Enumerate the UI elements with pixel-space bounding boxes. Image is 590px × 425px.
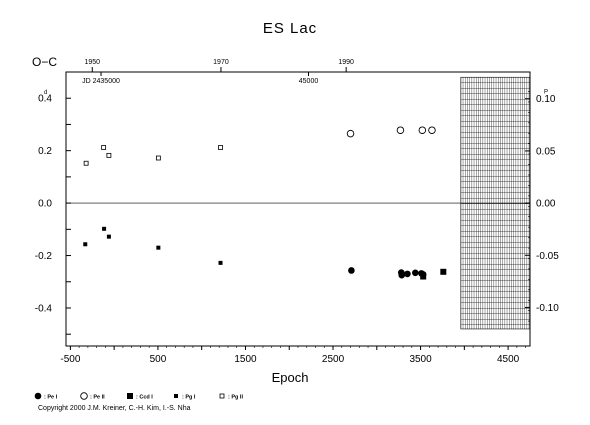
legend-label: : Pg I	[182, 395, 196, 401]
legend-label: : Ccd I	[136, 395, 153, 401]
data-point	[83, 160, 89, 166]
y-right-tick-label: 0.10	[536, 94, 556, 105]
legend-marker	[34, 392, 42, 400]
y-left-tick-label: -0.2	[35, 251, 53, 262]
data-point	[412, 269, 419, 277]
x-tick-label: 3500	[409, 354, 432, 365]
data-point	[101, 145, 107, 150]
data-point	[398, 271, 406, 279]
copyright-text: Copyright 2000 J.M. Kreiner, C.-H. Kim, …	[38, 405, 191, 412]
x-tick-label: 4500	[497, 354, 520, 365]
data-point	[102, 226, 107, 231]
data-point	[106, 152, 112, 158]
data-point	[83, 242, 88, 247]
top-year-label: 1950	[84, 59, 100, 66]
data-point	[218, 145, 223, 150]
data-point	[156, 245, 161, 250]
top-year-label: 1970	[213, 59, 229, 66]
legend-marker	[174, 394, 178, 398]
axis-ticks	[66, 67, 530, 350]
y-left-tick-label: -0.4	[35, 303, 53, 314]
x-tick-label: 1500	[234, 354, 257, 365]
y-left-unit: d	[44, 90, 47, 96]
y-left-tick-label: 0.0	[38, 199, 52, 210]
legend-label: : Pg II	[228, 395, 243, 401]
x-tick-label: 2500	[322, 354, 345, 365]
top-year-label: 1990	[338, 59, 354, 66]
plot-frame	[65, 71, 531, 347]
data-point	[418, 126, 427, 134]
data-point	[420, 273, 427, 280]
legend-label: : Pe I	[44, 395, 58, 401]
data-points	[83, 126, 447, 280]
plot-border	[65, 71, 531, 347]
y-right-tick-label: -0.05	[536, 251, 559, 262]
data-point	[440, 268, 447, 275]
legend-label: : Pe II	[90, 395, 105, 401]
legend: : Pe I : Pe II : Ccd I : Pg I : Pg II	[34, 392, 243, 401]
data-point	[396, 126, 405, 134]
data-point	[106, 234, 111, 239]
x-tick-label: -500	[60, 354, 80, 365]
data-point	[218, 260, 223, 265]
y-left-tick-label: 0.2	[38, 146, 52, 157]
legend-marker	[219, 393, 225, 399]
chart-title: ES Lac	[263, 20, 317, 37]
x-axis-label: Epoch	[272, 370, 309, 385]
legend-marker	[80, 392, 88, 400]
tick-labels: -500 500 1500 2500 3500 4500 1950 1970 1990 JD 24…	[35, 59, 559, 365]
data-point	[428, 126, 436, 134]
y-right-unit: P	[544, 90, 548, 96]
y-left-tick-label: 0.4	[38, 94, 52, 105]
data-point	[155, 155, 161, 161]
y-right-tick-label: -0.10	[536, 303, 559, 314]
top-jd-label: JD 2435000	[82, 78, 120, 85]
top-jd-label: 45000	[299, 78, 319, 85]
data-point	[348, 267, 355, 274]
legend-marker	[127, 393, 133, 399]
data-point	[404, 270, 411, 278]
x-tick-label: 500	[150, 354, 167, 365]
data-point	[346, 129, 355, 138]
y-right-tick-label: 0.00	[536, 199, 556, 210]
y-right-tick-label: 0.05	[536, 146, 556, 157]
y-axis-label: O−C	[32, 55, 57, 69]
